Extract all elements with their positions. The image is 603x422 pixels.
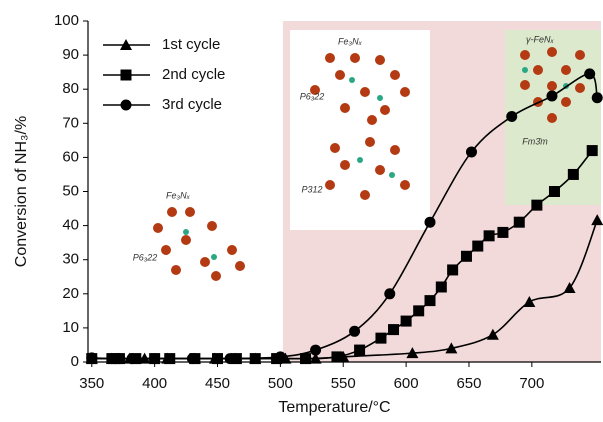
legend-marker xyxy=(120,69,132,81)
marker xyxy=(413,305,425,317)
atoms xyxy=(310,53,410,200)
marker xyxy=(310,344,322,356)
marker xyxy=(424,216,436,228)
marker xyxy=(406,347,419,359)
marker xyxy=(113,353,125,365)
y-tick-label: 100 xyxy=(54,12,79,29)
legend-label: 2nd cycle xyxy=(162,66,225,83)
annotation: P6₃22 xyxy=(133,252,158,262)
marker xyxy=(591,92,603,104)
y-tick-label: 60 xyxy=(62,148,79,165)
x-tick-label: 400 xyxy=(142,375,167,392)
marker xyxy=(388,324,400,336)
marker xyxy=(274,351,286,363)
marker xyxy=(445,342,458,354)
marker xyxy=(331,351,343,363)
x-tick-label: 500 xyxy=(268,375,293,392)
annotation: Fm3̄m xyxy=(522,136,548,146)
legend-label: 1st cycle xyxy=(162,36,220,53)
marker xyxy=(523,295,536,307)
marker xyxy=(354,344,366,356)
y-tick-label: 10 xyxy=(62,319,79,336)
x-tick-label: 350 xyxy=(79,375,104,392)
marker xyxy=(546,90,558,102)
marker xyxy=(349,325,361,337)
marker xyxy=(586,145,598,157)
marker xyxy=(591,214,603,226)
marker xyxy=(584,68,596,80)
marker xyxy=(106,353,118,365)
y-tick-label: 90 xyxy=(62,46,79,63)
marker xyxy=(435,281,447,293)
marker xyxy=(460,250,472,262)
inset-box xyxy=(290,30,430,230)
y-axis-label: Conversion of NH₃/% xyxy=(13,116,30,267)
y-tick-label: 0 xyxy=(71,353,79,370)
marker xyxy=(563,282,576,294)
plot: 0 10 20 30 40 50 60 70 80 90 100 350 400 450 500 550 600… xyxy=(13,12,603,416)
marker xyxy=(567,168,579,180)
annotation: γ-FeNₓ xyxy=(526,34,554,44)
y-tick-label: 50 xyxy=(62,182,79,199)
x-tick-label: 550 xyxy=(331,375,356,392)
marker xyxy=(186,353,198,365)
marker xyxy=(149,353,161,365)
marker xyxy=(86,352,98,364)
marker xyxy=(126,353,138,365)
atoms xyxy=(153,207,245,281)
marker xyxy=(447,264,459,276)
marker xyxy=(548,186,560,197)
y-tick-label: 30 xyxy=(62,251,79,268)
marker xyxy=(483,230,495,242)
y-tick-label: 70 xyxy=(62,114,79,131)
y-tick-label: 80 xyxy=(62,80,79,97)
legend-label: 3rd cycle xyxy=(162,96,222,113)
legend-marker xyxy=(120,39,132,50)
marker xyxy=(531,199,543,211)
inset-left xyxy=(122,182,250,290)
marker xyxy=(424,295,436,307)
marker xyxy=(224,353,236,365)
y-tick-label: 40 xyxy=(62,217,79,234)
annotation: Fe₃Nₓ xyxy=(338,36,363,46)
legend-marker xyxy=(120,99,132,111)
x-tick-label: 650 xyxy=(456,375,481,392)
marker xyxy=(300,353,312,365)
x-axis-label: Temperature/°C xyxy=(278,399,390,416)
annotation: P312 xyxy=(301,184,322,194)
x-tick-label: 700 xyxy=(519,375,544,392)
marker xyxy=(513,216,525,228)
x-tick-label: 450 xyxy=(205,375,230,392)
marker xyxy=(384,288,396,300)
marker xyxy=(472,240,484,252)
inset-middle xyxy=(290,30,430,230)
y-tick-label: 20 xyxy=(62,285,79,302)
inset-right xyxy=(505,30,601,205)
x-tick-label: 600 xyxy=(394,375,419,392)
marker xyxy=(375,332,387,344)
marker xyxy=(486,328,499,340)
marker xyxy=(465,146,477,158)
annotation: P6₃22 xyxy=(300,91,325,101)
marker xyxy=(497,226,509,238)
marker xyxy=(506,110,518,122)
annotation: Fe₃Nₓ xyxy=(166,190,191,200)
marker xyxy=(400,315,412,327)
